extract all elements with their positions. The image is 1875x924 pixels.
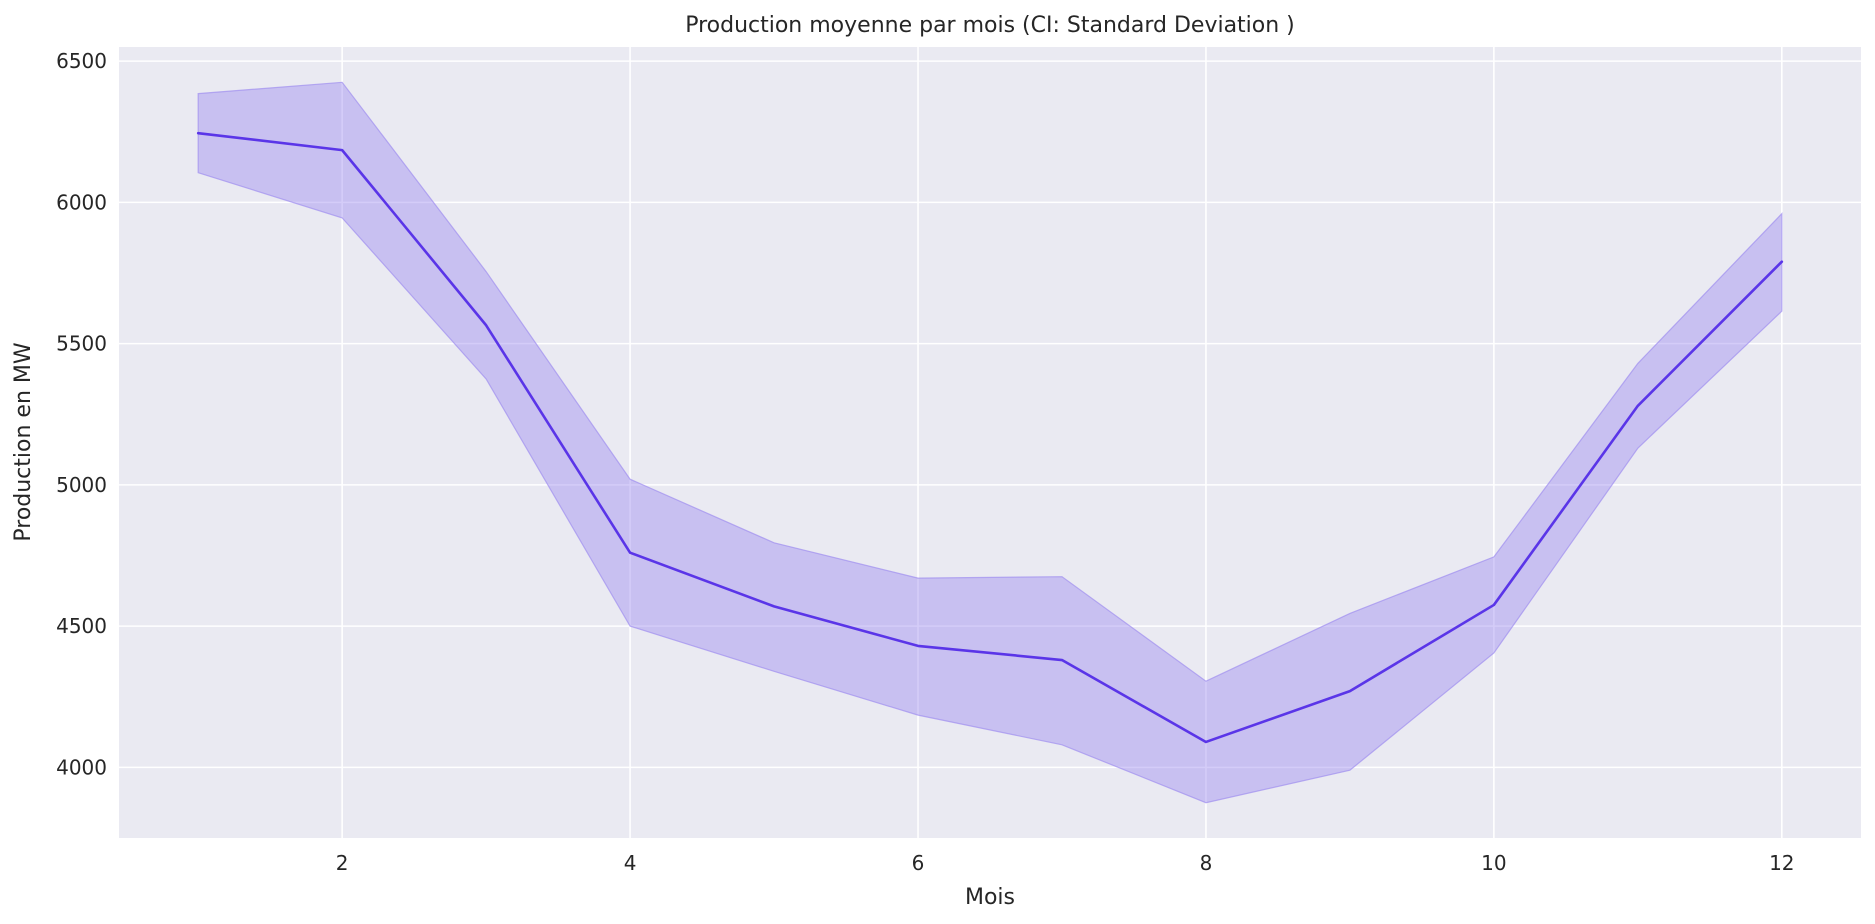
plot-area (119, 47, 1861, 838)
y-tick-label: 5000 (56, 473, 107, 497)
x-tick-labels: 2 4 6 8 10 12 (336, 851, 1795, 875)
confidence-band (197, 81, 1783, 804)
y-tick-label: 4500 (56, 614, 107, 638)
x-axis-label: Mois (965, 885, 1015, 910)
chart-title: Production moyenne par mois (CI: Standar… (685, 13, 1295, 38)
x-tick-label: 10 (1481, 851, 1506, 875)
x-gridlines (341, 47, 1783, 838)
y-tick-labels: 4000 4500 5000 5500 6000 6500 (56, 49, 107, 779)
y-tick-label: 6500 (56, 49, 107, 73)
x-tick-label: 4 (624, 851, 637, 875)
y-tick-label: 4000 (56, 755, 107, 779)
x-tick-label: 2 (336, 851, 349, 875)
series-line-layer (196, 131, 1784, 744)
y-axis-label: Production en MW (11, 342, 36, 541)
ci-band-layer (197, 81, 1783, 804)
x-tick-label: 12 (1769, 851, 1794, 875)
y-tick-label: 5500 (56, 332, 107, 356)
series-line (196, 131, 1784, 744)
x-tick-label: 6 (912, 851, 925, 875)
y-tick-label: 6000 (56, 190, 107, 214)
y-gridlines (119, 60, 1861, 769)
x-tick-label: 8 (1200, 851, 1213, 875)
